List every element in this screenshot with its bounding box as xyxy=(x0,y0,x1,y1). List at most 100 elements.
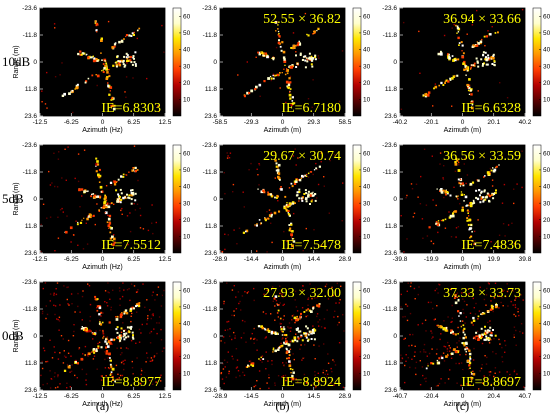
noise-pixel xyxy=(449,350,451,352)
noise-pixel xyxy=(133,285,136,287)
noise-pixel xyxy=(253,287,255,290)
noise-pixel xyxy=(95,330,97,332)
scatterer xyxy=(469,236,471,239)
noise-pixel xyxy=(305,315,307,318)
scatterer xyxy=(287,87,290,90)
scatterer xyxy=(313,30,315,33)
noise-pixel xyxy=(48,170,50,173)
noise-pixel xyxy=(53,294,55,296)
noise-pixel xyxy=(488,283,490,285)
scatterer xyxy=(463,342,465,345)
scatterer xyxy=(299,52,302,55)
scatterer xyxy=(79,50,82,53)
noise-pixel xyxy=(286,240,288,242)
scatterer xyxy=(453,297,456,299)
scatterer xyxy=(111,98,114,101)
noise-pixel xyxy=(328,297,331,300)
noise-pixel xyxy=(307,297,310,299)
scatterer xyxy=(436,359,439,362)
scatterer xyxy=(122,196,125,200)
noise-pixel xyxy=(128,309,130,311)
noise-pixel xyxy=(258,164,261,166)
scatterer xyxy=(75,86,78,90)
scatterer xyxy=(280,328,283,331)
x-tick-label: 14.5 xyxy=(307,393,320,400)
scatterer xyxy=(492,56,495,60)
noise-pixel xyxy=(318,325,320,327)
noise-pixel xyxy=(283,382,285,385)
scatterer xyxy=(314,199,317,202)
x-axis-label: Azimuth (m) xyxy=(444,127,482,134)
noise-pixel xyxy=(477,90,479,92)
noise-pixel xyxy=(107,20,110,23)
scatterer xyxy=(262,52,265,55)
scatterer xyxy=(131,306,135,310)
colorbar-tick-label: 10 xyxy=(363,234,371,241)
noise-pixel xyxy=(140,368,143,370)
noise-pixel xyxy=(131,367,134,369)
noise-pixel xyxy=(521,9,524,11)
noise-pixel xyxy=(414,310,416,312)
noise-pixel xyxy=(463,300,466,303)
scatterer xyxy=(120,175,123,178)
scatterer xyxy=(125,52,128,55)
scatterer xyxy=(485,335,488,338)
noise-pixel xyxy=(231,314,233,316)
scatterer xyxy=(272,347,275,349)
noise-pixel xyxy=(302,249,304,252)
colorbar xyxy=(352,281,362,391)
scatterer xyxy=(303,333,306,335)
noise-pixel xyxy=(102,312,104,314)
noise-pixel xyxy=(151,359,154,361)
scatterer xyxy=(267,329,271,333)
scatterer xyxy=(304,55,307,58)
scatterer xyxy=(288,77,291,80)
noise-pixel xyxy=(127,348,129,350)
scatterer xyxy=(284,73,287,76)
noise-pixel xyxy=(151,360,153,362)
noise-pixel xyxy=(514,306,517,309)
scatterer xyxy=(471,106,474,110)
noise-pixel xyxy=(274,384,276,386)
noise-pixel xyxy=(309,283,311,285)
scatterer xyxy=(252,362,255,365)
noise-pixel xyxy=(152,313,154,315)
scatterer xyxy=(466,348,468,350)
scatterer xyxy=(124,64,127,67)
scatterer xyxy=(108,93,111,96)
scatterer xyxy=(266,329,269,332)
scatterer xyxy=(274,331,277,334)
noise-pixel xyxy=(286,247,289,250)
scatterer xyxy=(267,193,271,196)
noise-pixel xyxy=(235,367,238,369)
noise-pixel xyxy=(461,292,463,294)
noise-pixel xyxy=(152,232,154,235)
scatterer xyxy=(119,188,122,191)
scatterer xyxy=(316,29,318,32)
y-tick-label: 23.6 xyxy=(24,250,37,257)
noise-pixel xyxy=(338,302,340,304)
noise-pixel xyxy=(478,310,481,312)
noise-pixel xyxy=(257,174,259,176)
noise-pixel xyxy=(439,338,441,341)
scatterer xyxy=(258,358,260,360)
scatterer xyxy=(282,330,284,333)
noise-pixel xyxy=(460,384,462,387)
scatterer xyxy=(108,227,110,229)
noise-pixel xyxy=(312,173,314,176)
noise-pixel xyxy=(470,373,472,375)
scatterer xyxy=(297,330,300,333)
noise-pixel xyxy=(418,286,420,288)
row-label: 10dB xyxy=(2,54,31,69)
scatterer xyxy=(488,199,490,202)
noise-pixel xyxy=(523,386,525,388)
noise-pixel xyxy=(436,288,438,290)
scatterer xyxy=(447,353,449,355)
noise-pixel xyxy=(478,388,480,390)
scatterer xyxy=(114,380,116,383)
scatterer xyxy=(116,315,119,318)
scatterer xyxy=(294,202,296,204)
scatterer xyxy=(96,298,99,300)
noise-pixel xyxy=(467,294,469,296)
